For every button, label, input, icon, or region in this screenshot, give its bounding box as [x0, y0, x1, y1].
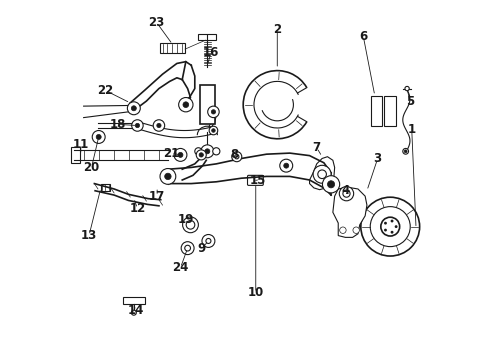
Circle shape — [213, 148, 220, 155]
Circle shape — [160, 168, 176, 184]
Text: 14: 14 — [127, 305, 144, 318]
Text: 5: 5 — [406, 95, 414, 108]
Circle shape — [404, 150, 407, 153]
Circle shape — [327, 181, 335, 188]
Circle shape — [183, 102, 189, 108]
Text: 4: 4 — [342, 184, 349, 197]
Circle shape — [322, 176, 340, 193]
Circle shape — [186, 221, 195, 229]
Text: 23: 23 — [148, 16, 165, 29]
Circle shape — [391, 231, 393, 234]
Text: 11: 11 — [73, 138, 89, 150]
Text: 22: 22 — [97, 84, 113, 97]
Text: 8: 8 — [230, 148, 238, 161]
Circle shape — [199, 153, 203, 157]
Circle shape — [394, 225, 397, 228]
Circle shape — [131, 106, 136, 111]
Circle shape — [318, 170, 326, 179]
Circle shape — [232, 152, 242, 162]
Circle shape — [96, 134, 101, 139]
Circle shape — [165, 173, 171, 180]
Bar — [198, 34, 216, 40]
Circle shape — [135, 123, 140, 128]
Bar — [71, 147, 80, 163]
Bar — [160, 43, 185, 53]
Bar — [384, 96, 395, 126]
Text: 1: 1 — [408, 123, 416, 136]
Bar — [200, 85, 215, 125]
Circle shape — [235, 154, 239, 159]
Circle shape — [201, 145, 214, 158]
Text: 18: 18 — [109, 118, 126, 131]
Bar — [123, 297, 145, 304]
Circle shape — [403, 148, 409, 154]
Text: 10: 10 — [247, 287, 264, 300]
Circle shape — [202, 234, 215, 247]
Circle shape — [343, 190, 350, 197]
Circle shape — [153, 120, 165, 131]
Circle shape — [384, 222, 387, 225]
Circle shape — [205, 149, 210, 154]
Circle shape — [280, 159, 293, 172]
Circle shape — [178, 152, 183, 157]
Circle shape — [127, 102, 140, 115]
Text: 19: 19 — [178, 213, 194, 226]
Circle shape — [183, 217, 198, 233]
Circle shape — [208, 106, 219, 118]
Circle shape — [211, 110, 216, 114]
Circle shape — [185, 245, 191, 251]
Circle shape — [209, 126, 218, 135]
Circle shape — [181, 242, 194, 255]
Circle shape — [196, 150, 206, 160]
Circle shape — [131, 310, 136, 315]
Circle shape — [195, 148, 202, 155]
Circle shape — [157, 123, 161, 128]
Circle shape — [384, 229, 387, 231]
Circle shape — [339, 186, 354, 201]
PathPatch shape — [333, 187, 367, 237]
Text: 3: 3 — [373, 152, 382, 165]
Text: 2: 2 — [273, 23, 281, 36]
Circle shape — [340, 227, 346, 233]
Circle shape — [179, 98, 193, 112]
Circle shape — [284, 163, 289, 168]
Text: 12: 12 — [129, 202, 146, 215]
Text: 9: 9 — [198, 242, 206, 255]
Circle shape — [405, 86, 409, 91]
Circle shape — [353, 227, 359, 233]
Circle shape — [92, 131, 105, 143]
Text: 7: 7 — [313, 141, 321, 154]
Bar — [101, 184, 110, 191]
PathPatch shape — [310, 157, 335, 190]
Text: 6: 6 — [359, 30, 368, 43]
Text: 16: 16 — [203, 46, 219, 59]
Bar — [370, 96, 382, 126]
Text: 17: 17 — [149, 190, 165, 203]
Text: 13: 13 — [81, 229, 97, 242]
Circle shape — [132, 120, 143, 131]
Circle shape — [206, 238, 211, 243]
Text: 24: 24 — [172, 261, 189, 274]
Circle shape — [313, 165, 331, 183]
Text: 15: 15 — [249, 174, 266, 186]
FancyBboxPatch shape — [247, 175, 263, 185]
Circle shape — [212, 129, 215, 132]
Circle shape — [391, 220, 393, 222]
Circle shape — [174, 148, 187, 161]
Text: 21: 21 — [163, 147, 180, 159]
Text: 20: 20 — [83, 161, 99, 174]
